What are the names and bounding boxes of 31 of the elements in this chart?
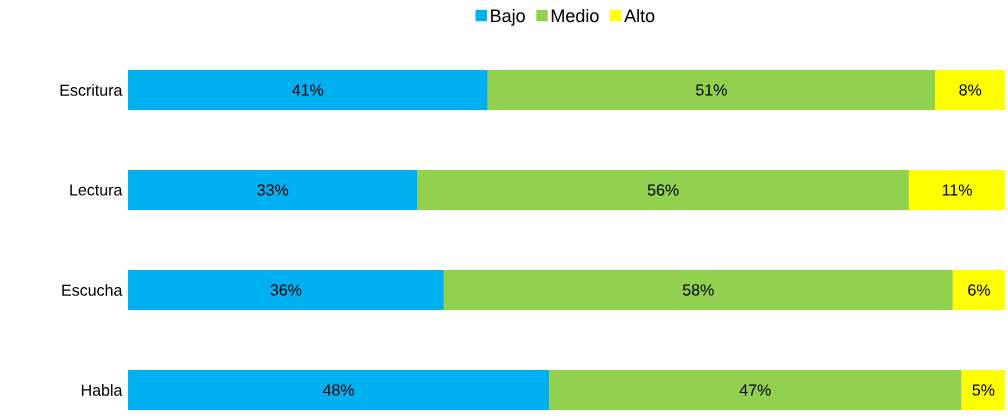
bar	[935, 69, 1006, 110]
bar	[549, 369, 962, 410]
legend-label: Bajo	[491, 8, 525, 26]
data-label: 47%	[739, 384, 771, 396]
bar	[952, 269, 1006, 310]
y-tick-label: Escucha	[62, 284, 123, 296]
y-tick-label: Lectura	[70, 184, 123, 196]
data-label: 41%	[292, 84, 324, 96]
data-label: 6%	[968, 284, 990, 296]
data-label: 11%	[942, 184, 972, 196]
bar	[487, 69, 936, 110]
data-label: 33%	[257, 184, 289, 196]
y-tick-label: Escritura	[60, 84, 123, 96]
bar	[128, 269, 444, 310]
bar	[128, 69, 488, 110]
bar	[417, 169, 909, 210]
data-label: 58%	[682, 284, 714, 296]
data-label: 51%	[696, 84, 727, 96]
data-label: 48%	[322, 384, 354, 396]
data-label: 56%	[647, 184, 679, 196]
bar	[443, 269, 953, 310]
legend-label: Medio	[551, 8, 599, 23]
bar	[961, 369, 1006, 410]
bar	[128, 369, 550, 410]
data-label: 36%	[270, 284, 302, 296]
y-tick-label: Habla	[81, 384, 123, 396]
data-label: 8%	[959, 84, 982, 96]
bar	[128, 169, 418, 210]
legend-label: Alto	[624, 8, 655, 23]
data-label: 5%	[972, 384, 995, 396]
bar	[908, 169, 1006, 210]
